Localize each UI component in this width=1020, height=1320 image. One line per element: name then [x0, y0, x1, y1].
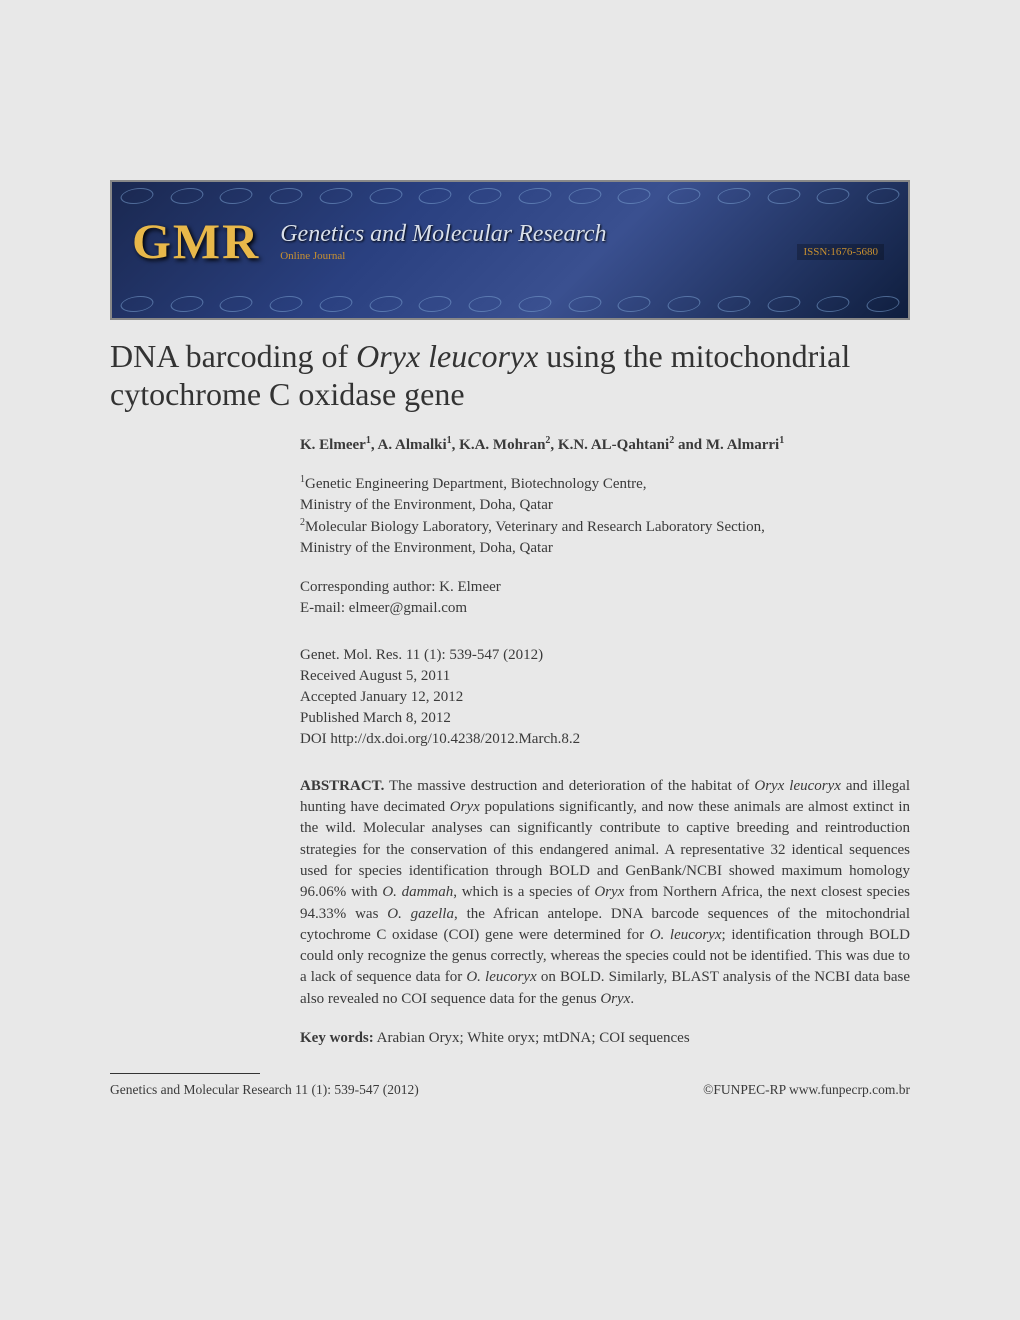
- footer-copyright: ©FUNPEC-RP www.funpecrp.com.br: [703, 1082, 910, 1098]
- keywords-text: Arabian Oryx; White oryx; mtDNA; COI seq…: [374, 1030, 690, 1046]
- article-title: DNA barcoding of Oryx leucoryx using the…: [110, 338, 910, 414]
- citation: Genet. Mol. Res. 11 (1): 539-547 (2012): [300, 645, 910, 666]
- keywords: Key words: Arabian Oryx; White oryx; mtD…: [300, 1028, 910, 1049]
- published-date: Published March 8, 2012: [300, 708, 910, 729]
- abstract-label: ABSTRACT.: [300, 778, 384, 794]
- footer-citation: Genetics and Molecular Research 11 (1): …: [110, 1082, 419, 1098]
- journal-logo: GMR: [132, 212, 260, 270]
- keywords-label: Key words:: [300, 1030, 374, 1046]
- issn-label: ISSN:1676-5680: [797, 244, 884, 260]
- accepted-date: Accepted January 12, 2012: [300, 687, 910, 708]
- banner-decoration-top: [112, 185, 908, 207]
- title-pre: DNA barcoding of: [110, 338, 356, 374]
- corresponding-name: Corresponding author: K. Elmeer: [300, 577, 910, 598]
- journal-banner: GMR Genetics and Molecular Research Onli…: [110, 180, 910, 320]
- received-date: Received August 5, 2011: [300, 666, 910, 687]
- banner-decoration-bottom: [112, 293, 908, 315]
- doi: DOI http://dx.doi.org/10.4238/2012.March…: [300, 729, 910, 750]
- corresponding-author: Corresponding author: K. Elmeer E-mail: …: [300, 577, 910, 619]
- authors: K. Elmeer1, A. Almalki1, K.A. Mohran2, K…: [300, 434, 910, 455]
- footer-rule: [110, 1073, 260, 1074]
- abstract: ABSTRACT. The massive destruction and de…: [300, 776, 910, 1010]
- publication-info: Genet. Mol. Res. 11 (1): 539-547 (2012) …: [300, 645, 910, 750]
- corresponding-email: E-mail: elmeer@gmail.com: [300, 598, 910, 619]
- abstract-body: The massive destruction and deterioratio…: [300, 778, 910, 1007]
- affiliations: 1Genetic Engineering Department, Biotech…: [300, 473, 910, 559]
- page-footer: Genetics and Molecular Research 11 (1): …: [110, 1082, 910, 1098]
- title-italic: Oryx leucoryx: [356, 338, 538, 374]
